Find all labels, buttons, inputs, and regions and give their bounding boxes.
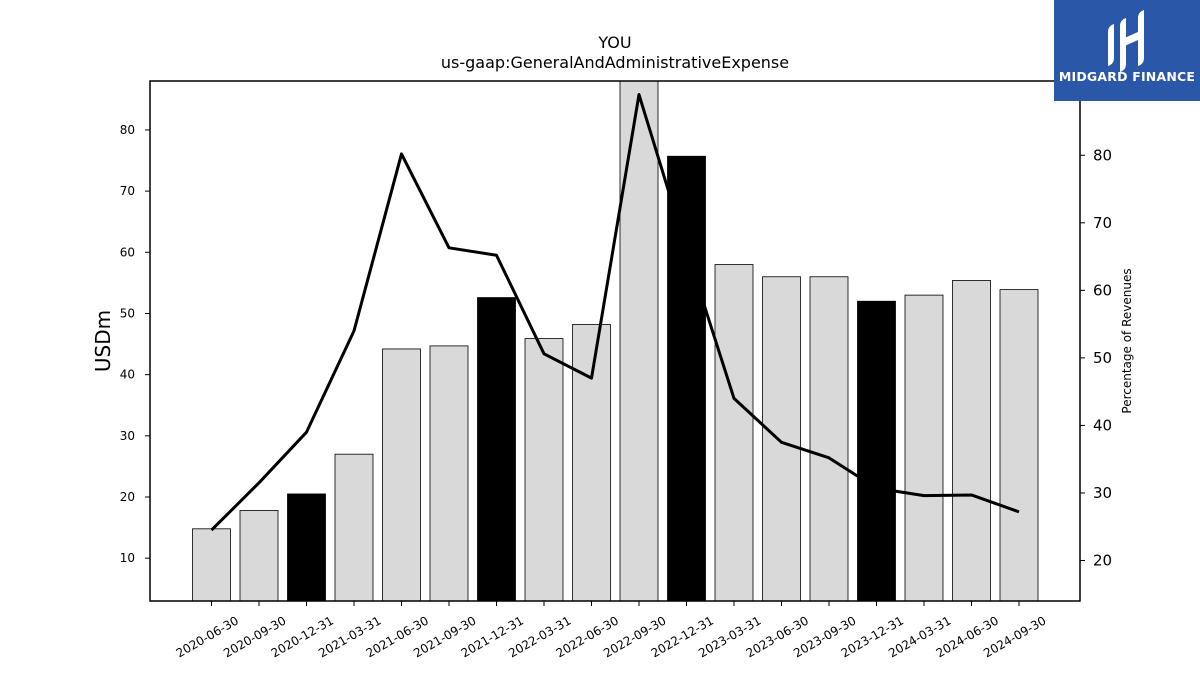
y2-axis-label: Percentage of Revenues	[1120, 268, 1134, 413]
percentage-line	[210, 93, 1020, 532]
y2-tick-label: 60	[1093, 281, 1112, 299]
y-axis-label: USDm	[91, 310, 115, 372]
y-tick-label: 50	[120, 306, 135, 320]
y2-tick-label: 40	[1093, 416, 1112, 434]
bar-2022-09-30	[619, 80, 659, 602]
line-series	[210, 93, 1020, 532]
y2-tick-label: 70	[1093, 214, 1112, 232]
y-tick-label: 10	[120, 551, 135, 565]
y-axis: 10 20 30 40 50 60 70 80	[120, 123, 150, 565]
bar-series	[192, 80, 1039, 602]
y2-tick-label: 80	[1093, 146, 1112, 164]
bar-2023-12-31	[857, 300, 896, 602]
plot-frame	[149, 80, 1081, 602]
y-tick-label: 60	[120, 245, 135, 259]
bar-2021-06-30	[382, 348, 421, 602]
y-tick-label: 70	[120, 184, 135, 198]
y-tick-label: 20	[120, 490, 135, 504]
bar-2023-06-30	[762, 276, 801, 602]
logo-mark-icon	[1108, 10, 1144, 72]
chart-title: YOU	[597, 33, 631, 52]
bar-2020-06-30	[192, 528, 231, 602]
bar-2021-09-30	[429, 345, 469, 602]
y2-tick-label: 20	[1093, 551, 1112, 569]
bar-2020-09-30	[239, 510, 279, 602]
bar-2022-03-31	[524, 338, 564, 602]
bar-2023-09-30	[809, 276, 849, 602]
y-tick-label: 40	[120, 368, 135, 382]
y2-axis: 20 30 40 50 60 70 80	[1080, 146, 1112, 569]
y-tick-label: 30	[120, 429, 135, 443]
bar-2021-12-31	[477, 297, 516, 602]
bar-2022-12-31	[667, 155, 706, 602]
y2-tick-label: 30	[1093, 484, 1112, 502]
logo-text: MIDGARD FINANCE	[1058, 69, 1196, 84]
y-tick-label: 80	[120, 123, 135, 137]
bar-2023-03-31	[714, 264, 754, 602]
y2-tick-label: 50	[1093, 349, 1112, 367]
bar-2022-06-30	[572, 324, 611, 602]
chart-subtitle: us-gaap:GeneralAndAdministrativeExpense	[441, 53, 789, 72]
midgard-finance-logo: MIDGARD FINANCE	[1054, 0, 1200, 101]
bar-2024-03-31	[904, 294, 944, 602]
bar-2021-03-31	[334, 453, 374, 602]
bar-2024-09-30	[999, 289, 1039, 602]
bar-2024-06-30	[952, 280, 991, 602]
x-axis: 2020-06-302020-09-302020-12-312021-03-31…	[174, 601, 1049, 660]
bar-2020-12-31	[287, 493, 326, 602]
